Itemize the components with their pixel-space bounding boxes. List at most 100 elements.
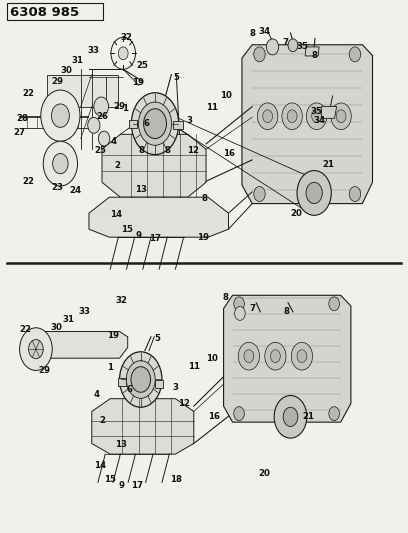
Circle shape (265, 342, 286, 370)
Text: 35: 35 (297, 42, 309, 51)
Circle shape (282, 103, 302, 130)
Text: 9: 9 (136, 231, 142, 240)
Circle shape (235, 306, 245, 320)
Circle shape (131, 367, 151, 392)
Circle shape (274, 395, 307, 438)
Bar (7, 3, 103, 20)
Circle shape (257, 103, 278, 130)
Circle shape (283, 407, 298, 426)
Circle shape (131, 93, 179, 155)
Circle shape (331, 103, 351, 130)
Circle shape (263, 110, 273, 123)
Text: 30: 30 (50, 324, 62, 332)
Circle shape (244, 350, 254, 362)
Text: 4: 4 (94, 390, 100, 399)
Text: 6: 6 (143, 119, 149, 128)
Text: 8: 8 (284, 307, 290, 316)
Text: 29: 29 (51, 77, 63, 85)
Text: 33: 33 (88, 46, 100, 55)
Text: 4: 4 (110, 137, 117, 146)
Circle shape (120, 352, 162, 407)
Text: 8: 8 (202, 194, 208, 203)
Text: 30: 30 (60, 66, 73, 75)
Polygon shape (242, 45, 373, 204)
Polygon shape (129, 120, 137, 128)
Circle shape (43, 141, 78, 186)
Circle shape (291, 342, 313, 370)
Circle shape (41, 90, 80, 141)
Circle shape (287, 110, 297, 123)
Circle shape (271, 350, 280, 362)
Text: 9: 9 (119, 481, 124, 489)
Circle shape (329, 297, 339, 311)
Polygon shape (47, 75, 118, 107)
Circle shape (118, 47, 128, 60)
Text: 20: 20 (290, 209, 302, 217)
Text: 29: 29 (38, 367, 50, 375)
Text: 14: 14 (94, 462, 106, 470)
Text: 2: 2 (100, 416, 106, 424)
Text: 34: 34 (258, 28, 271, 36)
Circle shape (144, 109, 166, 139)
Text: 31: 31 (62, 316, 75, 324)
Text: 13: 13 (135, 185, 147, 193)
Polygon shape (102, 134, 206, 197)
Circle shape (312, 110, 322, 123)
Circle shape (234, 297, 244, 311)
Text: 16: 16 (223, 149, 235, 158)
Circle shape (126, 361, 155, 398)
Polygon shape (37, 332, 128, 358)
Text: 32: 32 (120, 33, 133, 42)
Text: 17: 17 (131, 481, 143, 489)
Text: 20: 20 (258, 469, 271, 478)
Circle shape (238, 342, 259, 370)
Text: 15: 15 (104, 475, 116, 484)
Text: 28: 28 (16, 114, 29, 123)
Text: 5: 5 (154, 334, 160, 343)
Text: 6308 985: 6308 985 (10, 6, 79, 19)
Text: 17: 17 (149, 234, 161, 243)
Text: 22: 22 (19, 325, 31, 334)
Text: 6: 6 (127, 385, 133, 393)
Text: 1: 1 (107, 364, 113, 372)
Circle shape (254, 187, 265, 201)
Text: 26: 26 (96, 112, 108, 120)
Text: 12: 12 (177, 399, 190, 408)
Text: 19: 19 (132, 78, 144, 86)
Text: 11: 11 (188, 362, 200, 370)
Circle shape (288, 39, 298, 52)
Circle shape (138, 102, 172, 146)
Text: 7: 7 (249, 304, 255, 312)
Circle shape (53, 154, 68, 174)
Text: 8: 8 (164, 146, 170, 155)
Circle shape (297, 350, 307, 362)
Text: 25: 25 (136, 61, 148, 69)
Text: 22: 22 (22, 89, 35, 98)
Text: 13: 13 (115, 440, 127, 449)
Text: 18: 18 (170, 475, 182, 484)
Text: 15: 15 (121, 225, 133, 233)
Text: 34: 34 (313, 117, 326, 125)
Text: 8: 8 (249, 29, 255, 37)
Text: 7: 7 (282, 38, 289, 47)
Polygon shape (155, 380, 163, 388)
Text: 12: 12 (186, 146, 199, 155)
Text: 22: 22 (22, 177, 35, 185)
Text: 24: 24 (69, 186, 82, 195)
Circle shape (306, 103, 327, 130)
Polygon shape (224, 295, 351, 422)
Text: 8: 8 (139, 146, 145, 155)
Circle shape (266, 39, 279, 55)
Circle shape (94, 97, 109, 116)
Text: 27: 27 (13, 128, 26, 136)
Text: 25: 25 (94, 146, 106, 155)
Text: 19: 19 (107, 332, 120, 340)
Text: 21: 21 (302, 413, 314, 421)
Circle shape (349, 47, 361, 62)
Text: 16: 16 (208, 413, 220, 421)
Text: 10: 10 (220, 92, 233, 100)
Text: 33: 33 (79, 307, 91, 316)
Text: 23: 23 (51, 183, 63, 192)
Text: 21: 21 (322, 160, 335, 168)
Text: 31: 31 (71, 56, 84, 65)
